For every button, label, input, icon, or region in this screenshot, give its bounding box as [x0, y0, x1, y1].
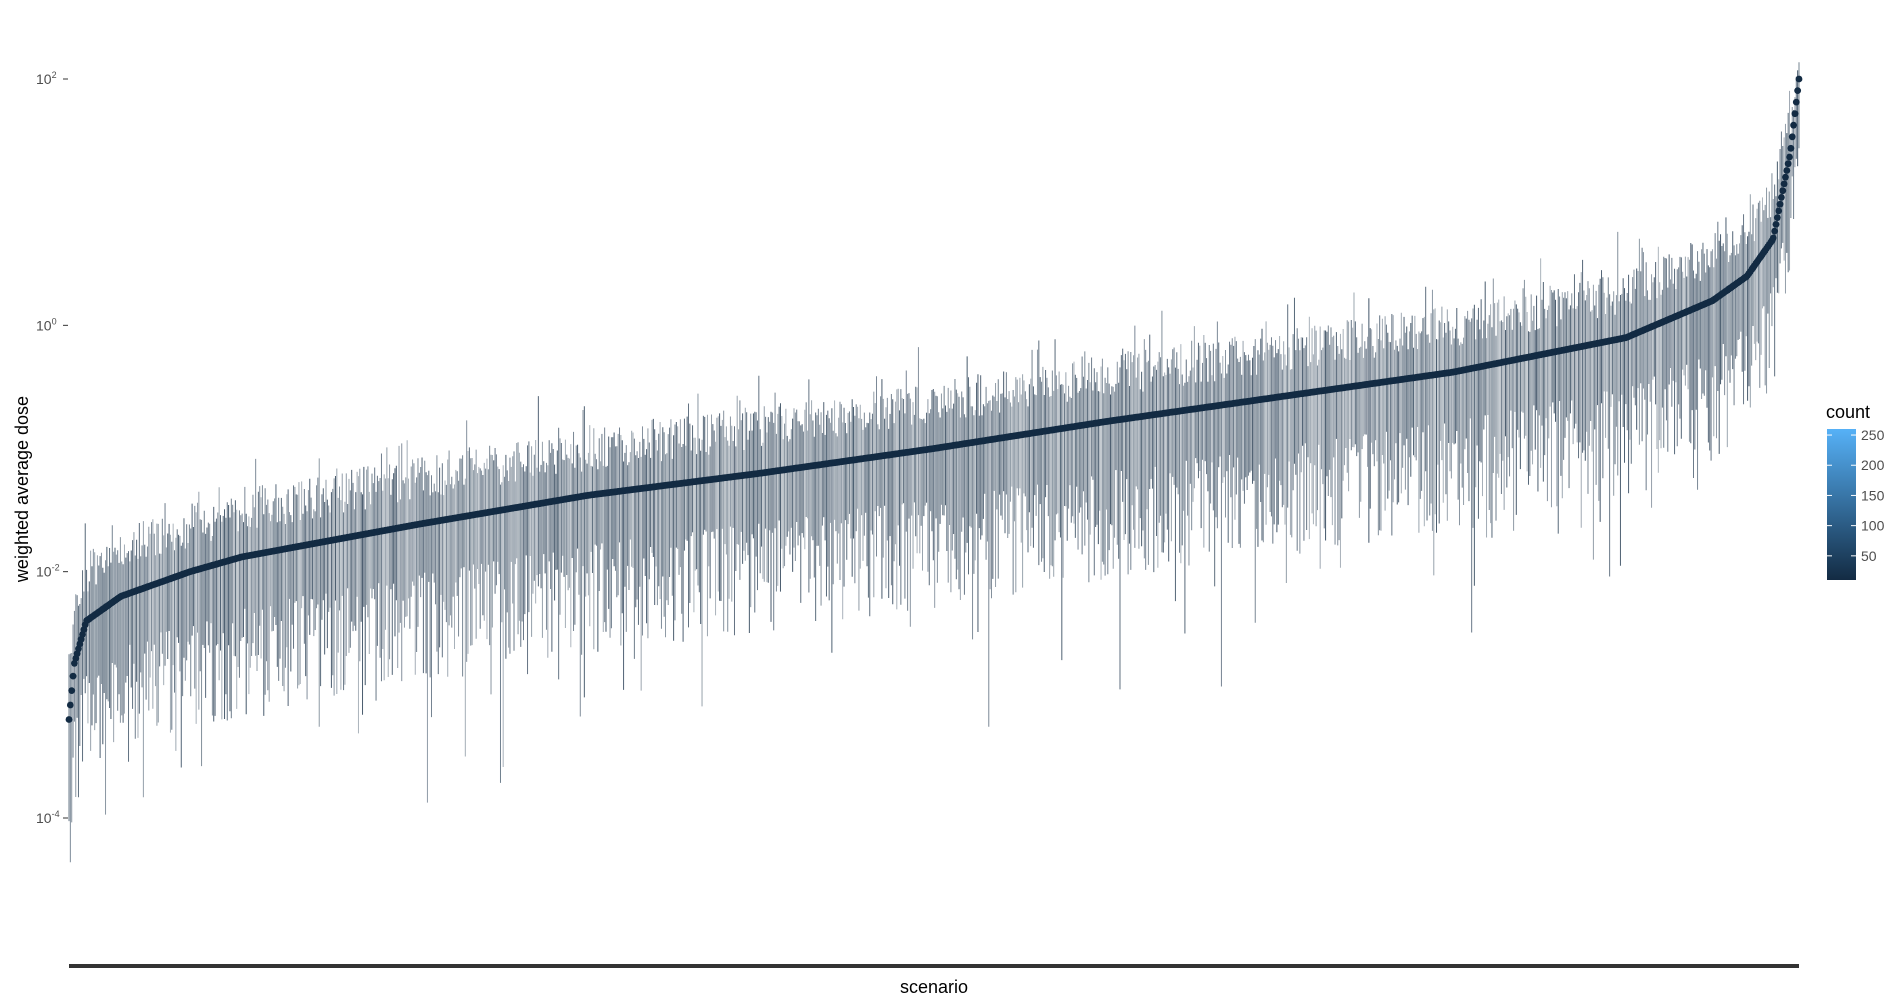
mean-point: [1773, 214, 1781, 222]
mean-point: [1784, 160, 1792, 168]
mean-point: [1780, 180, 1788, 188]
mean-point: [1790, 121, 1797, 129]
legend-label: 100: [1861, 518, 1885, 534]
legend-colorbar: [1827, 429, 1856, 580]
mean-point: [1769, 234, 1777, 242]
mean-point: [1775, 207, 1783, 215]
mean-point: [1783, 167, 1791, 174]
mean-point: [1787, 144, 1795, 152]
mean-point: [69, 672, 77, 680]
mean-point: [1778, 194, 1785, 201]
legend-label: 250: [1861, 427, 1885, 443]
legend-ticks: 250 200 150 100 50: [1827, 427, 1885, 564]
legend-label: 200: [1861, 457, 1885, 473]
mean-points: [65, 75, 1803, 723]
mean-point: [1795, 75, 1803, 83]
mean-point: [1772, 221, 1780, 228]
mean-point: [68, 687, 76, 694]
color-legend: count 250 200 150 100 50: [1826, 402, 1885, 580]
mean-point: [1771, 227, 1779, 235]
y-tick-label: 10-2: [36, 563, 60, 580]
y-tick-label: 102: [36, 70, 57, 87]
mean-point: [1794, 87, 1802, 94]
y-axis-title: weighted average dose: [12, 396, 32, 583]
mean-point: [1792, 98, 1800, 106]
mean-point: [1782, 173, 1789, 181]
range-lines: [68, 62, 1800, 863]
mean-point: [65, 716, 73, 723]
mean-point: [1791, 110, 1799, 118]
mean-point: [1779, 187, 1787, 195]
y-axis-ticks: 102 100 10-2 10-4: [36, 70, 68, 826]
legend-label: 150: [1861, 487, 1885, 503]
y-tick-label: 10-4: [36, 809, 60, 826]
mean-point: [1786, 153, 1793, 161]
mean-point: [1776, 200, 1784, 208]
y-tick-label: 100: [36, 316, 57, 333]
mean-point: [1788, 133, 1796, 141]
mean-point: [66, 701, 74, 709]
legend-label: 50: [1861, 548, 1877, 564]
legend-title: count: [1826, 402, 1870, 422]
x-axis-title: scenario: [900, 977, 968, 997]
